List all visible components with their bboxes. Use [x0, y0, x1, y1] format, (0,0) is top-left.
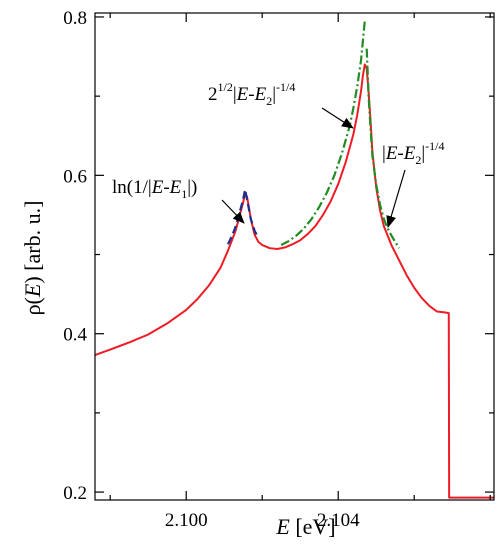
plot-area: [95, 20, 494, 499]
y-tick-label: 0.2: [63, 483, 87, 504]
annotation-2-exponent: -1/4: [276, 80, 295, 94]
svg-text:ln(1/|E-E1|): ln(1/|E-E1|): [112, 177, 197, 201]
annotation-2-var2: E: [254, 84, 267, 105]
annotation-2-var: E: [236, 84, 249, 105]
annotation-3-subscript: 2: [415, 153, 421, 167]
plot-frame: [94, 12, 495, 501]
y-axis-function: ρ(: [20, 297, 45, 315]
annotation-1-minus: -: [163, 177, 169, 198]
annotation-1-subscript: 1: [181, 187, 187, 201]
annotation-2-minus: -: [248, 84, 254, 105]
x-axis-unit: [eV]: [295, 514, 335, 539]
series-line-4: [365, 48, 400, 249]
x-tick-label: 2.104: [317, 510, 360, 531]
x-tick-label: 2.100: [165, 510, 208, 531]
series-line-2: [227, 188, 260, 245]
series-line-3: [280, 20, 366, 246]
annotation-1-prefix: ln(1/|: [112, 177, 152, 198]
annotation-1-arrow: [221, 199, 245, 224]
annotation-2-subscript: 2: [266, 94, 272, 108]
y-tick-label: 0.6: [63, 166, 87, 187]
series-line-1: [95, 63, 494, 499]
svg-text:21/2|E-E2|-1/4: 21/2|E-E2|-1/4: [208, 80, 295, 108]
svg-text:|E-E2|-1/4: |E-E2|-1/4: [382, 139, 445, 167]
y-axis-title: ρ(E) [arb. u.]: [20, 201, 45, 316]
annotation-2-arrow: [321, 107, 354, 129]
annotation-log-singularity: ln(1/|E-E1|): [112, 177, 245, 224]
annotation-fit-scaled: 21/2|E-E2|-1/4: [208, 80, 354, 129]
annotation-2-coef-exponent: 1/2: [218, 80, 233, 94]
annotation-3-close: |: [421, 143, 425, 164]
annotation-3-var2: E: [403, 143, 416, 164]
series-layer: [95, 20, 494, 499]
y-axis-unit: ) [arb. u.]: [20, 201, 45, 284]
annotation-3-var: E: [385, 143, 398, 164]
annotation-2-close: |: [272, 84, 276, 105]
y-axis-variable: E: [20, 283, 45, 298]
tick-labels: 2.100 2.104 0.2 0.4 0.6 0.8: [63, 8, 360, 531]
annotation-2-open: |: [233, 84, 237, 105]
x-axis-variable: E: [275, 514, 290, 539]
annotation-2-coef: 2: [208, 84, 218, 105]
annotation-fit: |E-E2|-1/4: [382, 139, 445, 228]
annotation-1-var2: E: [169, 177, 182, 198]
annotation-3-exponent: -1/4: [425, 139, 444, 153]
y-tick-label: 0.8: [63, 8, 87, 29]
annotation-3-open: |: [382, 143, 386, 164]
annotation-3-arrow: [386, 169, 406, 228]
annotation-3-minus: -: [397, 143, 403, 164]
y-tick-label: 0.4: [63, 325, 87, 346]
annotation-1-var: E: [151, 177, 164, 198]
x-axis-title: E [eV]: [275, 514, 335, 539]
annotation-1-suffix: |): [187, 177, 197, 198]
ticks-layer: [95, 13, 494, 500]
